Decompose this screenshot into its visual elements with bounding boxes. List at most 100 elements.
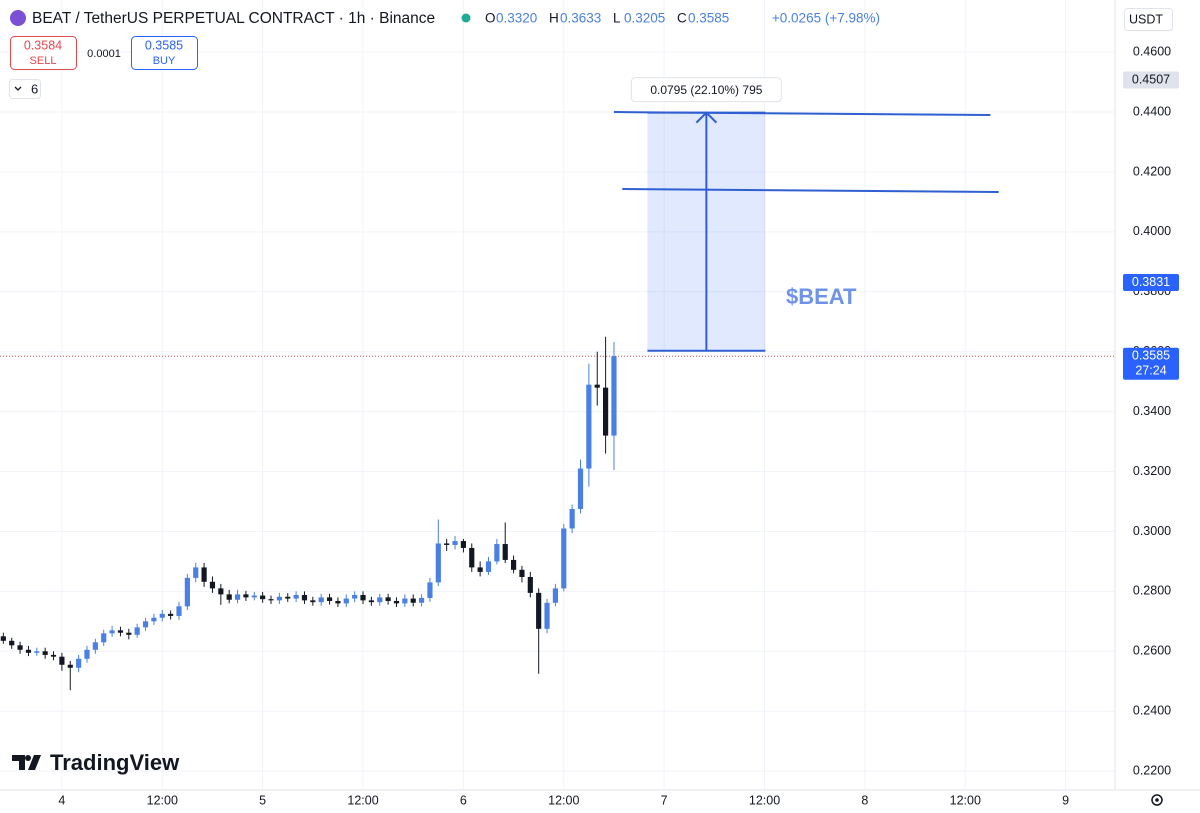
candle-body: [502, 544, 508, 560]
candle-body: [477, 567, 483, 572]
x-tick-label: 12:00: [950, 793, 981, 807]
brand-logo: [25, 755, 31, 761]
candle-body: [402, 598, 408, 604]
candle-body: [285, 596, 291, 599]
candle-body: [460, 541, 466, 548]
price-tag-label: 0.4507: [1132, 72, 1170, 86]
candle-body: [260, 595, 266, 600]
candle-body: [569, 508, 575, 529]
candle-body: [427, 582, 433, 598]
candle-body: [226, 594, 232, 600]
indicators-toggle[interactable]: [9, 79, 41, 99]
y-tick-label: 0.3200: [1133, 464, 1171, 478]
ohlc-value: 0.3633: [560, 11, 601, 26]
y-tick-label: 0.2600: [1133, 644, 1171, 658]
candle-body: [126, 632, 132, 635]
candle-body: [201, 567, 207, 582]
candle-body: [594, 384, 600, 388]
chart-title: BEAT / TetherUS PERPETUAL CONTRACT · 1h …: [32, 10, 435, 27]
candle-body: [84, 649, 90, 659]
candle-body: [393, 600, 400, 604]
settings-icon[interactable]: [1151, 794, 1163, 806]
candle-body: [268, 599, 274, 601]
buy-button[interactable]: [131, 36, 198, 70]
change: +0.0265 (+7.98%): [772, 11, 880, 26]
annotation: $BEAT: [786, 284, 857, 309]
candle-body: [25, 649, 32, 653]
y-tick-label: 0.2200: [1133, 763, 1171, 777]
sell-button[interactable]: [10, 36, 77, 70]
measure-label: 0.0795 (22.10%) 795: [650, 83, 762, 97]
trend-line: [613, 111, 991, 117]
candle-body: [452, 541, 458, 545]
candle-body: [343, 598, 349, 604]
candle-body: [117, 630, 124, 633]
ohlc-legend: O 0.3320 H 0.3633 L 0.3205 C 0.3585: [485, 11, 729, 26]
currency-button[interactable]: [1124, 8, 1173, 31]
candles: [0, 336, 617, 691]
candle-body: [134, 627, 140, 635]
x-tick-label: 12:00: [347, 793, 378, 807]
candle-body: [368, 600, 374, 603]
spread: 0.0001: [87, 48, 121, 60]
candle-body: [577, 468, 584, 509]
candle-body: [318, 597, 324, 603]
x-tick-label: 12:00: [147, 793, 178, 807]
x-tick-label: 12:00: [749, 793, 780, 807]
y-tick-label: 0.4200: [1133, 164, 1171, 178]
candle-body: [151, 617, 157, 622]
x-tick-label: 4: [58, 793, 65, 807]
candle-body: [218, 588, 224, 595]
candle-body: [519, 569, 525, 577]
x-tick-label: 12:00: [548, 793, 579, 807]
candle-body: [544, 602, 550, 629]
candle-body: [159, 613, 165, 618]
status-dot: [461, 13, 471, 23]
candle-body: [234, 594, 241, 600]
candle-body: [276, 596, 282, 601]
candle-body: [109, 630, 115, 634]
sell-label[interactable]: SELL: [30, 55, 57, 67]
candle-body: [326, 597, 333, 601]
candle-body: [251, 595, 257, 598]
x-tick-label: 7: [661, 793, 668, 807]
ohlc-key: L: [613, 11, 621, 26]
candle-body: [444, 543, 450, 545]
candle-body: [418, 597, 425, 603]
candle-body: [17, 645, 23, 650]
candle-body: [335, 600, 341, 604]
candle-body: [360, 594, 366, 601]
candle-body: [9, 640, 15, 646]
sell-price[interactable]: 0.3584: [24, 38, 62, 52]
candle-body: [59, 656, 65, 665]
candle-body: [67, 664, 73, 668]
brand-logo: [12, 755, 41, 770]
symbol-icon: [10, 10, 26, 26]
candle-body: [92, 642, 98, 650]
indicator-count[interactable]: 6: [31, 81, 38, 96]
candle-body: [293, 594, 299, 599]
ohlc-key: H: [549, 11, 559, 26]
candle-body: [193, 567, 199, 578]
candle-body: [301, 594, 308, 601]
settings-icon[interactable]: [1155, 798, 1159, 802]
buy-price[interactable]: 0.3585: [145, 38, 183, 52]
candle-body: [469, 547, 475, 568]
drawings: 0.0795 (22.10%) 795 $BEAT: [0, 77, 1115, 357]
chevron: [14, 86, 22, 91]
candle-body: [561, 528, 567, 589]
candle-body: [209, 581, 216, 589]
candle-body: [435, 543, 441, 583]
currency[interactable]: USDT: [1129, 12, 1163, 26]
y-tick-label: 0.4000: [1133, 224, 1171, 238]
candle-body: [510, 559, 517, 570]
buy-label[interactable]: BUY: [153, 55, 176, 67]
candle-body: [485, 561, 492, 572]
candle-body: [494, 544, 500, 562]
y-tick-label: 0.2800: [1133, 584, 1171, 598]
candle-body: [603, 387, 609, 436]
candle-body: [142, 621, 149, 628]
y-tick-label: 0.2400: [1133, 704, 1171, 718]
trend-line: [622, 188, 999, 194]
